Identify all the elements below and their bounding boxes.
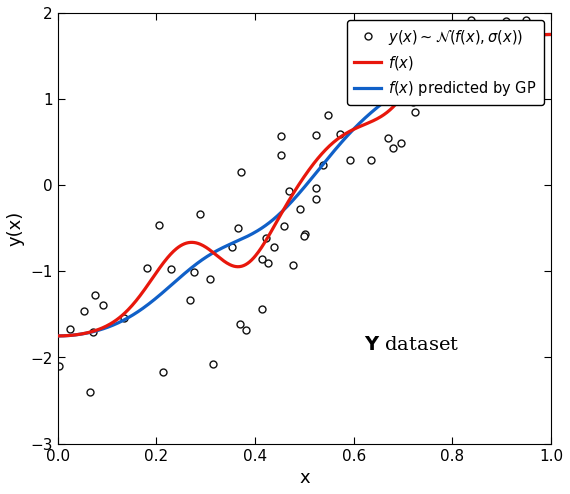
- $f(x)$ predicted by GP: [348, 128, 355, 134]
- $y(x) \sim \mathcal{N}(f(x),\sigma(x))$: [467, 17, 474, 23]
- $f(x)$: [55, 333, 62, 339]
- $y(x) \sim \mathcal{N}(f(x),\sigma(x))$: [404, 64, 411, 70]
- $f(x)$ predicted by GP: [288, 198, 295, 204]
- $f(x)$ predicted by GP: [321, 160, 328, 165]
- $y(x) \sim \mathcal{N}(f(x),\sigma(x))$: [523, 17, 530, 23]
- $f(x)$: [288, 192, 295, 198]
- $f(x)$: [536, 32, 543, 38]
- $f(x)$ predicted by GP: [536, 32, 543, 38]
- X-axis label: x: x: [299, 469, 310, 487]
- Y-axis label: y(x): y(x): [7, 210, 25, 246]
- $f(x)$: [292, 188, 299, 194]
- Line: $y(x) \sim \mathcal{N}(f(x),\sigma(x))$: $y(x) \sim \mathcal{N}(f(x),\sigma(x))$: [55, 0, 544, 396]
- $y(x) \sim \mathcal{N}(f(x),\sigma(x))$: [80, 308, 87, 314]
- $y(x) \sim \mathcal{N}(f(x),\sigma(x))$: [285, 188, 292, 194]
- Line: $f(x)$ predicted by GP: $f(x)$ predicted by GP: [58, 35, 551, 336]
- $f(x)$ predicted by GP: [292, 195, 299, 201]
- Legend: $y(x) \sim \mathcal{N}(f(x),\sigma(x))$, $f(x)$, $f(x)$ predicted by GP: $y(x) \sim \mathcal{N}(f(x),\sigma(x))$,…: [347, 20, 544, 105]
- $f(x)$: [321, 148, 328, 154]
- Line: $f(x)$: $f(x)$: [58, 35, 551, 336]
- $f(x)$ predicted by GP: [55, 333, 62, 339]
- $y(x) \sim \mathcal{N}(f(x),\sigma(x))$: [92, 292, 99, 298]
- Text: $\mathbf{Y}$ dataset: $\mathbf{Y}$ dataset: [364, 335, 459, 354]
- $y(x) \sim \mathcal{N}(f(x),\sigma(x))$: [87, 389, 94, 395]
- $f(x)$ predicted by GP: [459, 45, 466, 51]
- $y(x) \sim \mathcal{N}(f(x),\sigma(x))$: [347, 157, 353, 163]
- $y(x) \sim \mathcal{N}(f(x),\sigma(x))$: [278, 133, 284, 139]
- $f(x)$: [459, 37, 466, 42]
- $f(x)$: [348, 127, 355, 133]
- $f(x)$ predicted by GP: [548, 32, 555, 38]
- $f(x)$: [548, 32, 555, 38]
